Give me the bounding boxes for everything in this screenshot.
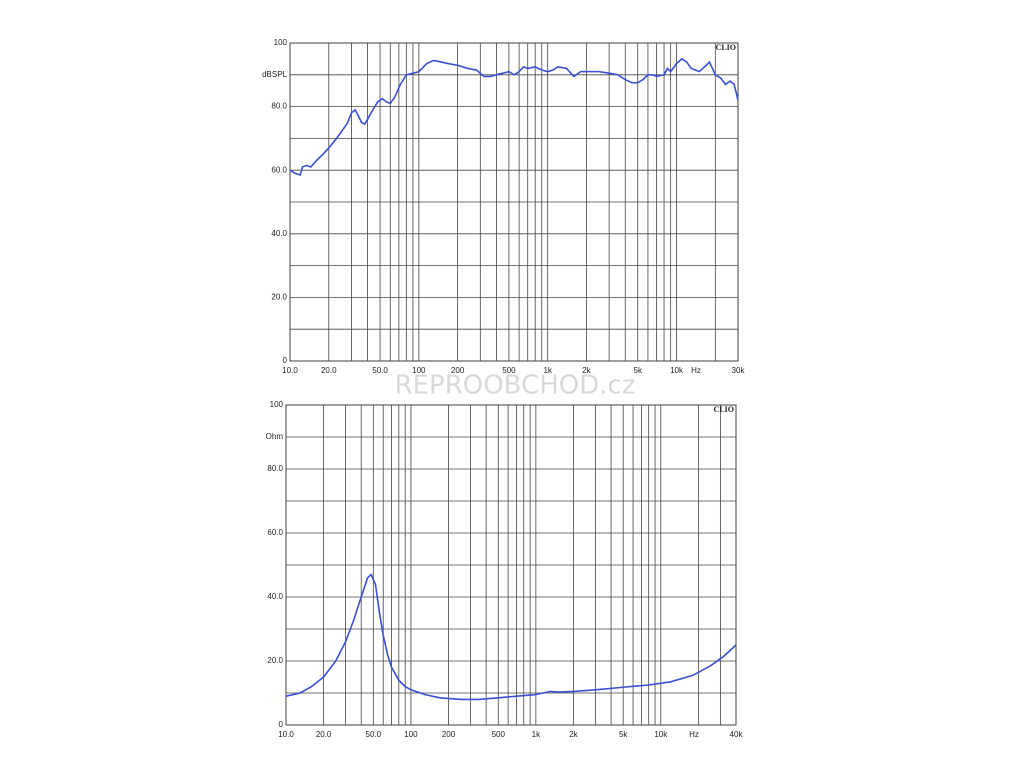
x-tick-label: 1k	[543, 366, 552, 375]
x-tick-label: 200	[451, 366, 465, 375]
x-tick-label: 5k	[634, 366, 643, 375]
response-line	[289, 57, 739, 176]
x-tick-label: 200	[442, 730, 456, 739]
x-tick-label: 30k	[732, 366, 746, 375]
y-tick-label: 20.0	[271, 293, 287, 302]
x-tick-label: 10k	[654, 730, 668, 739]
response-line	[285, 573, 737, 701]
x-tick-label: 100	[404, 730, 418, 739]
y-tick-label: 60.0	[267, 528, 283, 537]
x-tick-label: 500	[492, 730, 506, 739]
brand: CLIO	[714, 405, 734, 414]
x-tick-label: 50.0	[372, 366, 388, 375]
x-tick-label: 1k	[532, 730, 541, 739]
chart: 0 20.0 40.0 60.0 80.0 100 10.0 20.0 50.0 100 200 50…	[266, 400, 744, 739]
x-tick-label: 20.0	[321, 366, 337, 375]
x-tick-label: 40k	[730, 730, 744, 739]
y-unit: dBSPL	[262, 70, 287, 79]
y-tick-label: 0	[279, 720, 284, 729]
x-tick-label: 500	[502, 366, 516, 375]
y-tick-label: 60.0	[271, 165, 287, 174]
x-tick-label: 2k	[569, 730, 578, 739]
y-tick-label: 100	[274, 38, 288, 47]
x-tick-label: 100	[412, 366, 426, 375]
chart: 0 20.0 40.0 60.0 80.0 100 10.0 20.0 50.0 100 200 50…	[262, 38, 745, 375]
x-tick-label: 50.0	[366, 730, 382, 739]
y-tick-label: 40.0	[267, 592, 283, 601]
brand: CLIO	[716, 43, 736, 52]
x-tick-label: 10k	[670, 366, 684, 375]
y-tick-label: 80.0	[267, 464, 283, 473]
x-tick-label: 20.0	[316, 730, 332, 739]
x-tick-label: 10.0	[278, 730, 294, 739]
x-tick-label: 10.0	[282, 366, 298, 375]
y-tick-label: 80.0	[271, 102, 287, 111]
x-tick-label: 5k	[619, 730, 628, 739]
y-tick-label: 100	[270, 400, 284, 409]
y-tick-label: 20.0	[267, 656, 283, 665]
x-unit: Hz	[691, 366, 701, 375]
x-tick-label: 2k	[582, 366, 591, 375]
y-unit: Ohm	[266, 432, 284, 441]
y-tick-label: 0	[283, 356, 288, 365]
y-tick-label: 40.0	[271, 229, 287, 238]
watermark: REPROOBCHOD.cz	[395, 371, 636, 401]
x-unit: Hz	[689, 730, 699, 739]
